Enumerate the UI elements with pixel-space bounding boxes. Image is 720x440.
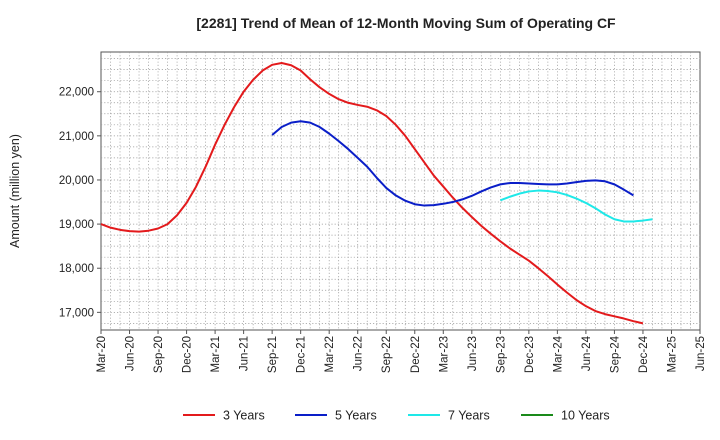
y-axis: 17,000 18,000 19,000 20,000 21,000 22,000 (59, 87, 101, 319)
x-tick-label: Mar-23 (438, 336, 450, 372)
x-tick-label: Sep-21 (267, 336, 279, 373)
x-tick-label: Sep-24 (609, 335, 621, 373)
grid (101, 52, 700, 330)
x-tick-label: Dec-24 (638, 335, 650, 373)
y-tick-label: 18,000 (59, 263, 94, 275)
y-tick-label: 17,000 (59, 307, 94, 319)
x-tick-label: Jun-25 (695, 336, 707, 371)
x-tick-label: Dec-21 (296, 336, 308, 373)
x-tick-label: Jun-22 (353, 336, 365, 371)
x-tick-label: Dec-23 (524, 336, 536, 373)
legend-label: 10 Years (561, 409, 610, 423)
x-tick-label: Mar-20 (96, 336, 108, 372)
x-tick-label: Jun-21 (239, 336, 251, 371)
legend-label: 7 Years (448, 409, 490, 423)
chart-title: [2281] Trend of Mean of 12-Month Moving … (196, 15, 616, 31)
y-tick-label: 19,000 (59, 219, 94, 231)
x-tick-label: Sep-20 (153, 336, 165, 373)
x-tick-label: Jun-24 (581, 335, 593, 371)
x-tick-label: Mar-25 (666, 336, 678, 372)
x-tick-label: Sep-22 (381, 336, 393, 373)
x-tick-label: Dec-22 (410, 336, 422, 373)
series-group (100, 62, 653, 325)
series-line-7-years (499, 189, 653, 223)
y-tick-label: 21,000 (59, 131, 94, 143)
y-tick-label: 22,000 (59, 87, 94, 99)
x-tick-label: Mar-21 (210, 336, 222, 372)
legend-label: 5 Years (335, 409, 377, 423)
x-tick-label: Jun-20 (125, 336, 137, 371)
x-tick-label: Mar-22 (324, 336, 336, 372)
y-tick-label: 20,000 (59, 175, 94, 187)
x-axis: Mar-20 Jun-20 Sep-20 Dec-20 Mar-21 Jun-21 Sep-… (96, 330, 707, 373)
series-line-5-years (271, 120, 634, 207)
legend-label: 3 Years (223, 409, 265, 423)
y-axis-label: Amount (million yen) (8, 134, 22, 248)
x-tick-label: Dec-20 (182, 336, 194, 373)
x-tick-label: Mar-24 (552, 335, 564, 372)
x-tick-label: Jun-23 (467, 336, 479, 371)
x-tick-label: Sep-23 (495, 336, 507, 373)
legend: 3 Years 5 Years 7 Years 10 Years (183, 409, 610, 423)
series-line-3-years (100, 62, 644, 325)
